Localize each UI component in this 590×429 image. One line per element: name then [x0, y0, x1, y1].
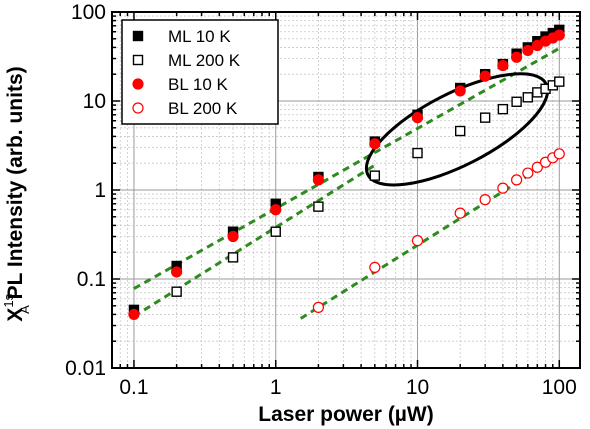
legend-marker-ml-10-k [132, 30, 144, 42]
point-bl-10-k [411, 112, 424, 124]
point-bl-10-k [511, 51, 523, 63]
point-bl-200-k [553, 148, 565, 160]
point-bl-200-k [522, 167, 534, 179]
x-tick-label: 0.1 [119, 376, 148, 399]
point-bl-200-k [511, 174, 523, 186]
legend: ML 10 K ML 200 K BL 10 K BL 200 K [121, 19, 279, 125]
legend-marker-bl-200-k [132, 102, 144, 114]
legend-marker-bl-10-k [132, 78, 144, 90]
data-points [128, 24, 565, 321]
x-tick-label: 100 [542, 376, 577, 399]
point-bl-200-k [479, 194, 491, 206]
x-tick-label: 1 [270, 376, 282, 399]
point-ml-200-k [171, 286, 182, 297]
point-ml-200-k [511, 96, 522, 107]
tick-labels: 0.1 1 10 100 0.01 0.1 1 10 100 [65, 1, 577, 399]
y-tick-label: 100 [71, 1, 106, 24]
point-bl-10-k [497, 59, 509, 72]
point-ml-200-k [554, 76, 565, 87]
point-bl-10-k [171, 266, 183, 278]
legend-marker-ml-200-k [132, 54, 144, 66]
x-tick-label: 10 [406, 376, 429, 399]
point-ml-200-k [522, 92, 534, 103]
y-axis-title: X1sA PL Intensity (arb. units) [1, 66, 32, 321]
point-ml-200-k [479, 112, 491, 123]
point-bl-10-k [227, 230, 239, 243]
x-axis-title: Laser power (µW) [258, 403, 433, 426]
fit-line [133, 163, 376, 318]
y-axis-title-text: PL Intensity (arb. units) [4, 66, 27, 305]
point-ml-200-k [227, 252, 239, 263]
point-ml-200-k [454, 125, 466, 137]
legend-box [121, 19, 279, 125]
y-tick-label: 0.1 [77, 268, 106, 291]
point-bl-200-k [454, 207, 466, 219]
legend-label-ml-200-k: ML 200 K [168, 51, 241, 70]
point-bl-200-k [411, 235, 424, 247]
y-axis-title-superscript: 1s [1, 293, 16, 307]
point-bl-200-k [312, 301, 325, 313]
y-tick-label: 1 [94, 179, 106, 202]
legend-label-ml-10-k: ML 10 K [168, 27, 231, 46]
point-ml-200-k [412, 147, 423, 159]
point-ml-200-k [369, 170, 381, 181]
point-bl-10-k [312, 174, 325, 186]
point-ml-200-k [313, 201, 324, 212]
axis-ticks [111, 11, 580, 369]
point-bl-10-k [553, 29, 565, 41]
y-tick-label: 10 [83, 90, 106, 113]
legend-label-bl-200-k: BL 200 K [168, 99, 238, 118]
legend-label-bl-10-k: BL 10 K [168, 75, 229, 94]
y-axis-title-subscript: A [17, 305, 32, 314]
point-bl-200-k [531, 161, 543, 173]
point-bl-10-k [479, 70, 491, 82]
point-bl-10-k [369, 138, 381, 150]
point-bl-10-k [128, 308, 140, 321]
y-axis-title-symbol: X [4, 308, 27, 322]
y-tick-label: 0.01 [65, 357, 106, 380]
point-bl-10-k [270, 204, 282, 216]
point-ml-200-k [497, 103, 509, 115]
fit-line [133, 47, 561, 290]
point-bl-10-k [522, 44, 534, 57]
point-bl-200-k [369, 261, 381, 274]
point-bl-200-k [497, 182, 509, 194]
point-ml-200-k [270, 226, 281, 237]
point-bl-10-k [454, 85, 466, 97]
